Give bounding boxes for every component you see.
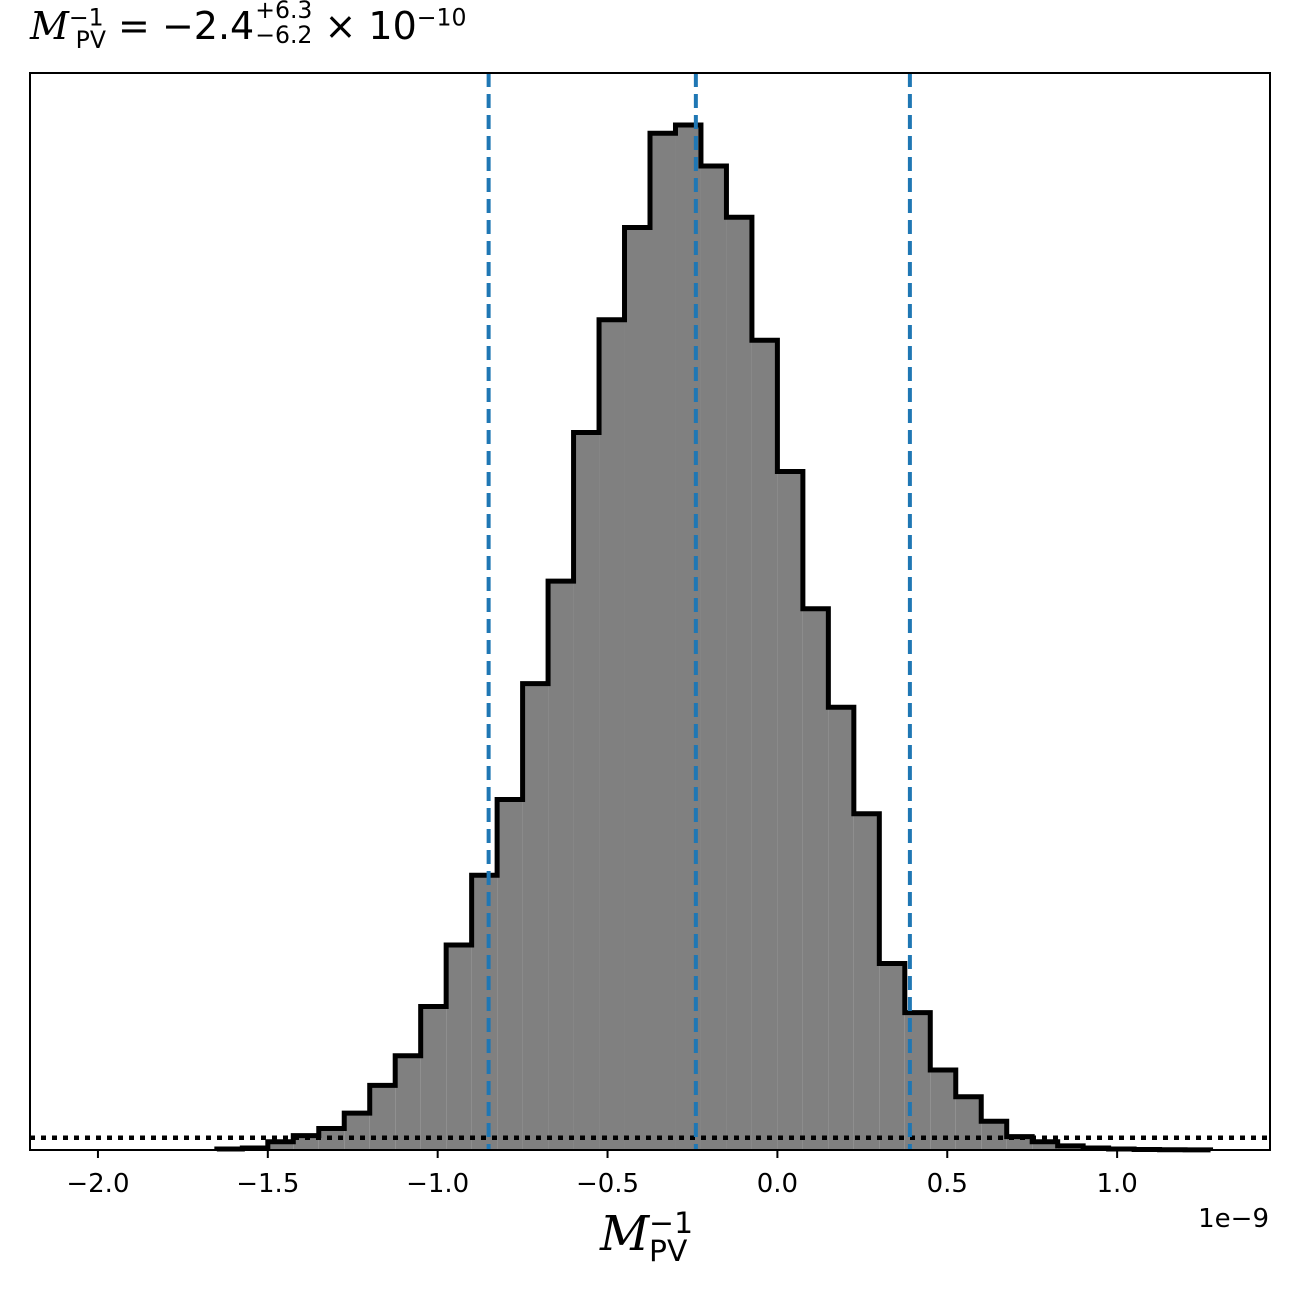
histogram-bar xyxy=(573,432,600,1150)
histogram-bar xyxy=(955,1096,982,1150)
histogram-bar xyxy=(1006,1136,1033,1150)
title-lower: −6.2 xyxy=(255,20,313,49)
title-value: = −2.4 xyxy=(105,4,255,49)
histogram-bar xyxy=(1032,1141,1058,1150)
histogram-bar xyxy=(802,608,829,1150)
histogram-bar xyxy=(395,1055,421,1150)
histogram-bar xyxy=(675,125,701,1150)
title-sup: −1 xyxy=(68,3,104,32)
histogram-bar xyxy=(497,799,523,1150)
histogram-bar xyxy=(726,217,752,1150)
x-axis-label: M−1PV xyxy=(600,1206,693,1266)
xlabel-symbol: M xyxy=(600,1206,650,1262)
histogram-bar xyxy=(624,227,650,1150)
title-errors: +6.3 −6.2 xyxy=(255,0,312,47)
title-symbol: M xyxy=(30,4,69,49)
xlabel-sup: −1 xyxy=(649,1206,694,1241)
title-sub: PV xyxy=(75,25,106,54)
histogram-bar xyxy=(267,1141,294,1150)
x-tick-label: −2.0 xyxy=(66,1169,129,1199)
histogram-outline xyxy=(214,122,1214,1153)
histogram-bar xyxy=(828,707,854,1150)
histogram-bar xyxy=(369,1085,396,1150)
chart-title: M−1PV = −2.4 +6.3 −6.2 × 10−10 xyxy=(30,0,467,54)
x-tick-label: −1.5 xyxy=(236,1169,299,1199)
histogram-bar xyxy=(446,945,472,1150)
title-exp: −10 xyxy=(416,3,467,32)
x-tick-label: 0.5 xyxy=(927,1169,968,1199)
histogram-bar xyxy=(777,471,803,1150)
histogram-bar xyxy=(853,813,880,1150)
histogram-bar xyxy=(420,1006,447,1150)
x-tick-label: 1.0 xyxy=(1096,1169,1137,1199)
histogram-bar xyxy=(879,963,905,1150)
title-times: × 10 xyxy=(324,4,417,49)
histogram-bar xyxy=(522,683,549,1150)
x-axis-offset-text: 1e−9 xyxy=(1198,1204,1269,1234)
x-tick-label: −1.0 xyxy=(406,1169,469,1199)
histogram-bar xyxy=(599,319,625,1150)
histogram-bar xyxy=(293,1135,319,1150)
histogram-bar xyxy=(650,133,676,1150)
histogram-bar xyxy=(751,340,778,1150)
x-tick-label: −0.5 xyxy=(576,1169,639,1199)
histogram-bar xyxy=(700,166,727,1150)
xlabel-sub: PV xyxy=(649,1233,688,1269)
plot-frame xyxy=(29,72,1271,1151)
title-upper: +6.3 xyxy=(255,0,313,24)
histogram-bar xyxy=(548,581,574,1150)
histogram-bar xyxy=(471,875,498,1150)
x-tick-label: 0.0 xyxy=(757,1169,798,1199)
histogram-bar xyxy=(344,1113,370,1150)
